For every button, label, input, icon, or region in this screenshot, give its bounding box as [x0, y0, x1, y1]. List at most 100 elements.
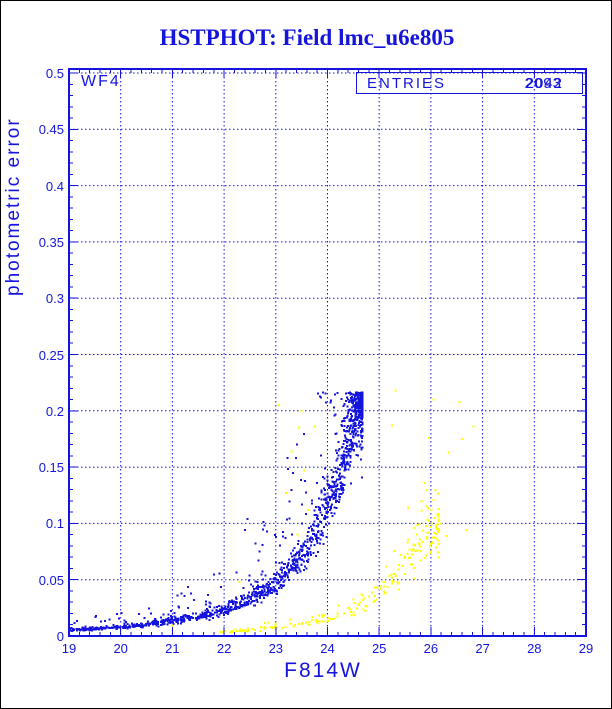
data-point: [326, 496, 329, 499]
data-point: [334, 499, 337, 502]
data-point: [176, 619, 179, 622]
data-point: [195, 616, 198, 619]
data-point: [262, 586, 265, 589]
y-tick-label: 0.1: [45, 516, 64, 532]
data-point: [145, 622, 148, 625]
data-point: [274, 536, 277, 539]
data-point: [320, 491, 323, 494]
data-point: [351, 445, 354, 448]
data-point: [338, 500, 341, 503]
data-point: [231, 630, 234, 633]
data-point: [344, 464, 347, 467]
data-point: [322, 391, 325, 394]
data-point: [336, 487, 339, 490]
data-point: [323, 518, 326, 521]
data-point: [279, 585, 282, 588]
data-point: [356, 393, 359, 396]
data-point: [345, 456, 348, 459]
data-point: [340, 457, 343, 460]
data-point: [138, 613, 141, 616]
data-point: [146, 620, 149, 623]
data-point: [187, 615, 190, 618]
data-point: [246, 629, 249, 632]
data-point: [235, 630, 238, 633]
data-point: [171, 624, 174, 627]
data-point: [199, 613, 202, 616]
data-point: [420, 500, 423, 503]
data-point: [362, 608, 365, 611]
x-tick-label: 28: [527, 641, 542, 656]
data-point: [407, 538, 410, 541]
data-point: [343, 416, 346, 419]
data-point: [346, 462, 349, 465]
data-point: [351, 415, 354, 418]
data-point: [246, 596, 249, 599]
data-point: [296, 561, 299, 564]
data-point: [300, 409, 303, 412]
data-point: [344, 439, 347, 442]
data-point: [229, 600, 232, 603]
data-point: [347, 463, 350, 466]
data-point: [423, 556, 426, 559]
data-point: [203, 615, 206, 618]
data-point: [283, 572, 286, 575]
data-point: [267, 584, 270, 587]
data-point: [434, 489, 437, 492]
data-point: [335, 507, 338, 510]
data-point: [182, 616, 185, 619]
data-point: [157, 620, 160, 623]
data-point: [437, 543, 440, 546]
data-point: [182, 614, 185, 617]
data-point: [310, 536, 313, 539]
data-point: [159, 616, 162, 619]
data-point: [100, 625, 103, 628]
data-point: [358, 415, 361, 418]
data-point: [253, 590, 256, 593]
data-point: [334, 493, 337, 496]
data-point: [249, 597, 252, 600]
data-point: [342, 462, 345, 465]
data-point: [437, 530, 440, 533]
data-point: [340, 463, 343, 466]
data-point: [224, 605, 227, 608]
data-point: [359, 443, 362, 446]
data-point: [256, 586, 259, 589]
data-point: [346, 412, 349, 415]
data-point: [353, 403, 356, 406]
data-point: [292, 562, 295, 565]
data-point: [161, 622, 164, 625]
data-point: [351, 427, 354, 430]
data-point: [419, 559, 422, 562]
data-point: [336, 612, 339, 615]
data-point: [364, 610, 367, 613]
data-point: [354, 416, 357, 419]
data-point: [331, 493, 334, 496]
data-point: [222, 612, 225, 615]
data-point: [94, 616, 97, 619]
data-point: [374, 594, 377, 597]
data-point: [183, 619, 186, 622]
data-point: [122, 626, 125, 629]
data-point: [241, 629, 244, 632]
data-point: [162, 613, 165, 616]
data-point: [181, 620, 184, 623]
data-point: [348, 400, 351, 403]
data-point: [121, 625, 124, 628]
data-point: [307, 551, 310, 554]
data-point: [336, 615, 339, 618]
y-tick-label: 0.25: [38, 347, 64, 363]
x-tick-label: 20: [113, 641, 128, 656]
data-point: [347, 468, 350, 471]
data-point: [355, 445, 358, 448]
data-point: [331, 480, 334, 483]
data-point: [302, 560, 305, 563]
data-point: [352, 436, 355, 439]
data-point: [344, 436, 347, 439]
data-point: [84, 625, 87, 628]
data-point: [292, 471, 295, 474]
data-point: [436, 527, 439, 530]
data-point: [337, 495, 340, 498]
data-point: [85, 628, 88, 631]
data-point: [278, 580, 281, 583]
data-point: [354, 417, 357, 420]
